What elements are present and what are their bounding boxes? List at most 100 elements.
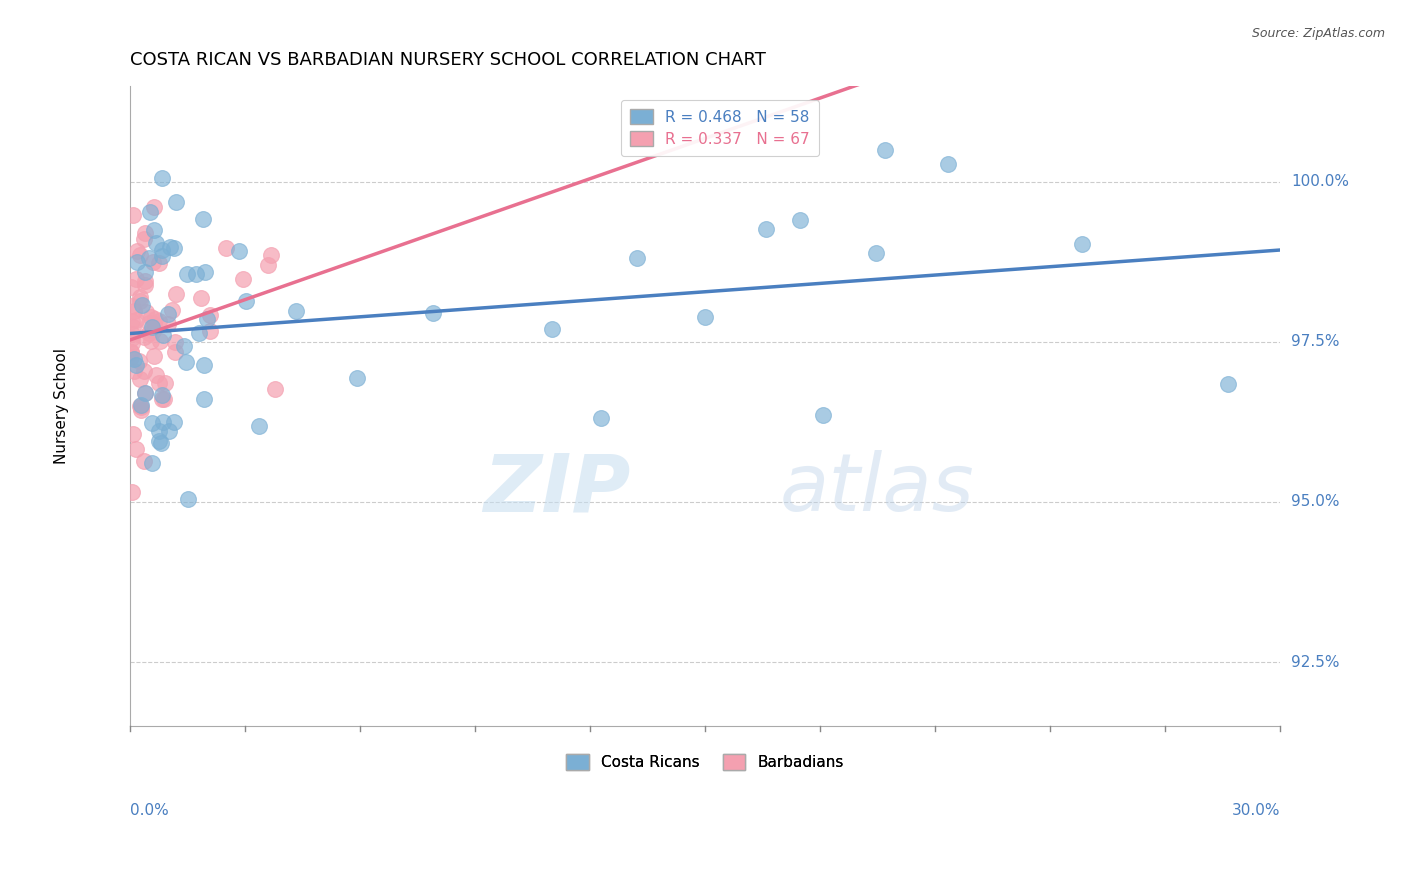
Point xyxy=(626,251,648,265)
Text: Source: ZipAtlas.com: Source: ZipAtlas.com xyxy=(1251,27,1385,40)
Text: atlas: atlas xyxy=(780,450,974,528)
Point xyxy=(789,212,811,227)
Point xyxy=(148,313,170,327)
Point xyxy=(132,454,155,468)
Point xyxy=(152,415,174,429)
Text: 100.0%: 100.0% xyxy=(1292,174,1350,189)
Point xyxy=(149,334,172,349)
Point xyxy=(121,427,143,442)
Point xyxy=(165,286,187,301)
Text: 92.5%: 92.5% xyxy=(1292,655,1340,670)
Text: COSTA RICAN VS BARBADIAN NURSERY SCHOOL CORRELATION CHART: COSTA RICAN VS BARBADIAN NURSERY SCHOOL … xyxy=(131,51,766,69)
Point xyxy=(1070,236,1092,251)
Point xyxy=(131,297,153,311)
Point xyxy=(135,305,157,319)
Text: ZIP: ZIP xyxy=(482,450,630,528)
Point xyxy=(165,195,187,210)
Point xyxy=(541,321,564,335)
Point xyxy=(122,304,145,318)
Point xyxy=(134,226,156,240)
Point xyxy=(811,409,834,423)
Point xyxy=(194,265,217,279)
Point xyxy=(134,386,156,401)
Point xyxy=(143,223,166,237)
Point xyxy=(150,243,173,257)
Point xyxy=(191,212,214,227)
Point xyxy=(141,334,163,348)
Point xyxy=(193,392,215,406)
Point xyxy=(129,402,152,417)
Point xyxy=(122,352,145,367)
Point xyxy=(695,310,717,324)
Point xyxy=(121,327,143,342)
Point xyxy=(153,376,176,391)
Point xyxy=(228,244,250,258)
Point xyxy=(177,492,200,507)
Text: 30.0%: 30.0% xyxy=(1232,803,1279,818)
Point xyxy=(148,376,170,390)
Point xyxy=(121,314,143,328)
Point xyxy=(198,324,221,338)
Point xyxy=(156,317,179,331)
Point xyxy=(152,327,174,342)
Point xyxy=(145,368,167,382)
Point xyxy=(160,303,183,318)
Point xyxy=(195,311,218,326)
Point xyxy=(121,485,143,500)
Point xyxy=(129,400,152,414)
Point xyxy=(755,221,778,235)
Text: 97.5%: 97.5% xyxy=(1292,334,1340,350)
Point xyxy=(141,416,163,430)
Point xyxy=(129,248,152,262)
Point xyxy=(145,235,167,250)
Point xyxy=(176,267,198,281)
Point xyxy=(121,335,143,350)
Point xyxy=(149,436,172,450)
Point xyxy=(187,326,209,340)
Point xyxy=(148,256,170,270)
Point xyxy=(198,308,221,322)
Point xyxy=(165,334,187,349)
Point xyxy=(134,330,156,344)
Point xyxy=(138,326,160,340)
Point xyxy=(125,442,148,456)
Point xyxy=(1218,376,1240,391)
Point xyxy=(124,359,146,373)
Text: 0.0%: 0.0% xyxy=(131,803,169,818)
Point xyxy=(186,267,208,281)
Point xyxy=(139,310,162,324)
Point xyxy=(173,339,195,353)
Point xyxy=(142,254,165,268)
Point xyxy=(122,208,145,222)
Point xyxy=(127,244,149,258)
Point xyxy=(256,258,278,272)
Point xyxy=(134,386,156,401)
Point xyxy=(141,320,163,334)
Point xyxy=(143,350,166,364)
Point xyxy=(157,424,180,438)
Point xyxy=(138,316,160,330)
Point xyxy=(127,254,149,268)
Point xyxy=(134,274,156,288)
Point xyxy=(215,241,238,255)
Point xyxy=(346,371,368,385)
Point xyxy=(260,248,283,262)
Point xyxy=(174,355,197,369)
Point xyxy=(153,392,176,406)
Point xyxy=(163,241,186,255)
Point xyxy=(938,157,960,171)
Point xyxy=(125,313,148,327)
Point xyxy=(141,456,163,470)
Point xyxy=(121,331,143,345)
Point xyxy=(129,289,152,303)
Point xyxy=(121,299,143,313)
Legend: Costa Ricans, Barbadians: Costa Ricans, Barbadians xyxy=(560,747,851,776)
Point xyxy=(143,317,166,331)
Text: Nursery School: Nursery School xyxy=(53,348,69,464)
Point xyxy=(132,232,155,246)
Point xyxy=(138,251,160,265)
Point xyxy=(232,271,254,285)
Point xyxy=(121,351,143,365)
Point xyxy=(156,307,179,321)
Point xyxy=(142,324,165,338)
